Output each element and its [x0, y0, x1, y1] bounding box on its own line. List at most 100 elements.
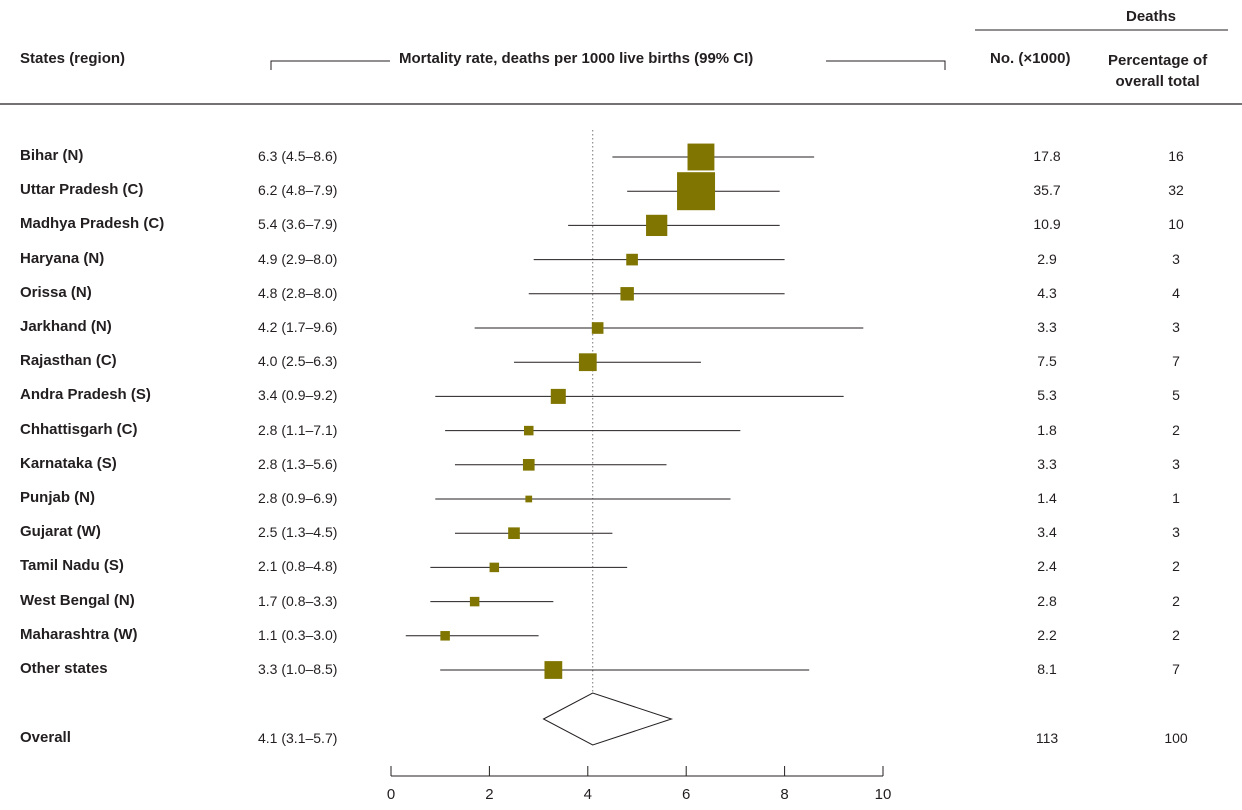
- row-deaths-number: 2.9: [1037, 250, 1057, 267]
- row-deaths-percentage: 32: [1168, 182, 1184, 199]
- row-deaths-percentage: 16: [1168, 148, 1184, 164]
- overall-deaths-number: 113: [1035, 730, 1059, 746]
- row-deaths-number: 10.9: [1033, 216, 1061, 233]
- row-deaths-number: 1.4: [1037, 490, 1057, 506]
- row-deaths-percentage: 7: [1172, 353, 1180, 370]
- estimate-marker: [626, 253, 638, 266]
- estimate-marker: [550, 388, 566, 404]
- row-state-label: Tamil Nadu (S): [20, 557, 124, 575]
- row-rate-text: 6.3 (4.5–8.6): [258, 148, 338, 164]
- row-rate-text: 5.4 (3.6–7.9): [258, 216, 338, 233]
- overall-rate-text: 4.1 (3.1–5.7): [258, 730, 338, 746]
- estimate-marker: [489, 562, 500, 573]
- row-state-label: Chhattisgarh (C): [20, 420, 138, 438]
- row-deaths-number: 2.8: [1037, 592, 1057, 609]
- row-deaths-percentage: 1: [1172, 490, 1180, 506]
- estimate-marker: [578, 353, 597, 372]
- row-state-label: West Bengal (N): [20, 591, 135, 609]
- estimate-marker: [525, 495, 533, 503]
- row-rate-text: 3.3 (1.0–8.5): [258, 661, 338, 677]
- percentage-header-line1: Percentage of: [1108, 52, 1208, 69]
- row-deaths-percentage: 3: [1172, 319, 1180, 335]
- row-deaths-percentage: 7: [1172, 661, 1180, 677]
- row-deaths-number: 7.5: [1037, 353, 1057, 370]
- row-rate-text: 4.2 (1.7–9.6): [258, 319, 338, 335]
- row-deaths-percentage: 3: [1172, 524, 1180, 541]
- row-rate-text: 2.8 (1.1–7.1): [258, 421, 338, 438]
- overall-diamond: [542, 692, 674, 746]
- estimate-marker: [508, 527, 520, 540]
- x-tick-label: 10: [875, 786, 892, 803]
- row-state-label: Haryana (N): [20, 249, 105, 267]
- percentage-header-line2: overall total: [1115, 73, 1200, 90]
- row-rate-text: 2.8 (0.9–6.9): [258, 490, 338, 506]
- row-state-label: Other states: [20, 660, 108, 677]
- row-rate-text: 4.0 (2.5–6.3): [258, 353, 338, 370]
- estimate-marker: [440, 631, 450, 641]
- row-deaths-number: 35.7: [1033, 182, 1061, 199]
- estimate-marker: [524, 425, 534, 436]
- rate-column-header: Mortality rate, deaths per 1000 live bir…: [399, 50, 754, 67]
- row-state-label: Maharashtra (W): [20, 625, 138, 643]
- row-rate-text: 2.8 (1.3–5.6): [258, 455, 338, 472]
- deaths-header: Deaths: [1126, 8, 1177, 25]
- row-state-label: Uttar Pradesh (C): [20, 181, 144, 199]
- estimate-marker: [469, 596, 480, 607]
- estimate-marker: [687, 143, 715, 171]
- row-deaths-number: 8.1: [1037, 661, 1057, 677]
- number-column-header: No. (×1000): [990, 50, 1071, 67]
- row-deaths-percentage: 10: [1168, 216, 1184, 233]
- estimate-marker: [620, 287, 634, 301]
- row-state-label: Gujarat (W): [20, 523, 101, 541]
- row-state-label: Madhya Pradesh (C): [20, 215, 165, 233]
- percentage-column-header: Percentage of overall total: [1108, 50, 1207, 92]
- row-rate-text: 3.4 (0.9–9.2): [258, 387, 338, 404]
- row-state-label: Karnataka (S): [20, 454, 117, 472]
- row-rate-text: 6.2 (4.8–7.9): [258, 182, 338, 199]
- row-rate-text: 1.1 (0.3–3.0): [258, 626, 338, 643]
- row-deaths-percentage: 3: [1172, 250, 1180, 267]
- row-state-label: Andra Pradesh (S): [20, 386, 151, 404]
- row-deaths-percentage: 5: [1172, 387, 1180, 404]
- estimate-marker: [646, 214, 668, 237]
- row-state-label: Rajasthan (C): [20, 352, 117, 370]
- row-deaths-number: 3.3: [1037, 319, 1057, 335]
- row-deaths-percentage: 2: [1172, 558, 1180, 575]
- row-deaths-percentage: 2: [1172, 421, 1180, 438]
- row-deaths-percentage: 4: [1172, 284, 1180, 301]
- overall-deaths-percentage: 100: [1164, 730, 1188, 746]
- rate-header-bracket-right: [826, 60, 946, 70]
- x-tick-label: 2: [485, 786, 493, 803]
- row-rate-text: 2.1 (0.8–4.8): [258, 558, 338, 575]
- row-rate-text: 4.9 (2.9–8.0): [258, 250, 338, 267]
- x-tick-label: 4: [584, 786, 592, 803]
- row-rate-text: 1.7 (0.8–3.3): [258, 592, 338, 609]
- row-state-label: Orissa (N): [20, 283, 92, 301]
- row-deaths-number: 3.4: [1037, 524, 1057, 541]
- x-tick-label: 0: [387, 786, 395, 803]
- overall-label: Overall: [20, 729, 71, 746]
- estimate-marker: [677, 172, 716, 211]
- row-deaths-number: 1.8: [1037, 421, 1057, 438]
- x-tick-label: 8: [780, 786, 788, 803]
- row-deaths-number: 17.8: [1033, 148, 1061, 164]
- row-deaths-percentage: 2: [1172, 626, 1180, 643]
- estimate-marker: [591, 322, 604, 334]
- estimate-marker: [544, 661, 563, 679]
- x-tick-label: 6: [682, 786, 690, 803]
- row-deaths-number: 4.3: [1037, 284, 1057, 301]
- row-rate-text: 2.5 (1.3–4.5): [258, 524, 338, 541]
- row-deaths-percentage: 3: [1172, 455, 1180, 472]
- row-deaths-percentage: 2: [1172, 592, 1180, 609]
- row-state-label: Punjab (N): [20, 489, 95, 506]
- row-deaths-number: 3.3: [1037, 455, 1057, 472]
- row-state-label: Bihar (N): [20, 147, 84, 164]
- row-deaths-number: 2.2: [1037, 626, 1057, 643]
- row-state-label: Jarkhand (N): [20, 318, 112, 335]
- states-column-header: States (region): [20, 50, 126, 67]
- rate-header-bracket-left: [270, 60, 390, 70]
- estimate-marker: [522, 458, 535, 471]
- row-rate-text: 4.8 (2.8–8.0): [258, 284, 338, 301]
- row-deaths-number: 2.4: [1037, 558, 1057, 575]
